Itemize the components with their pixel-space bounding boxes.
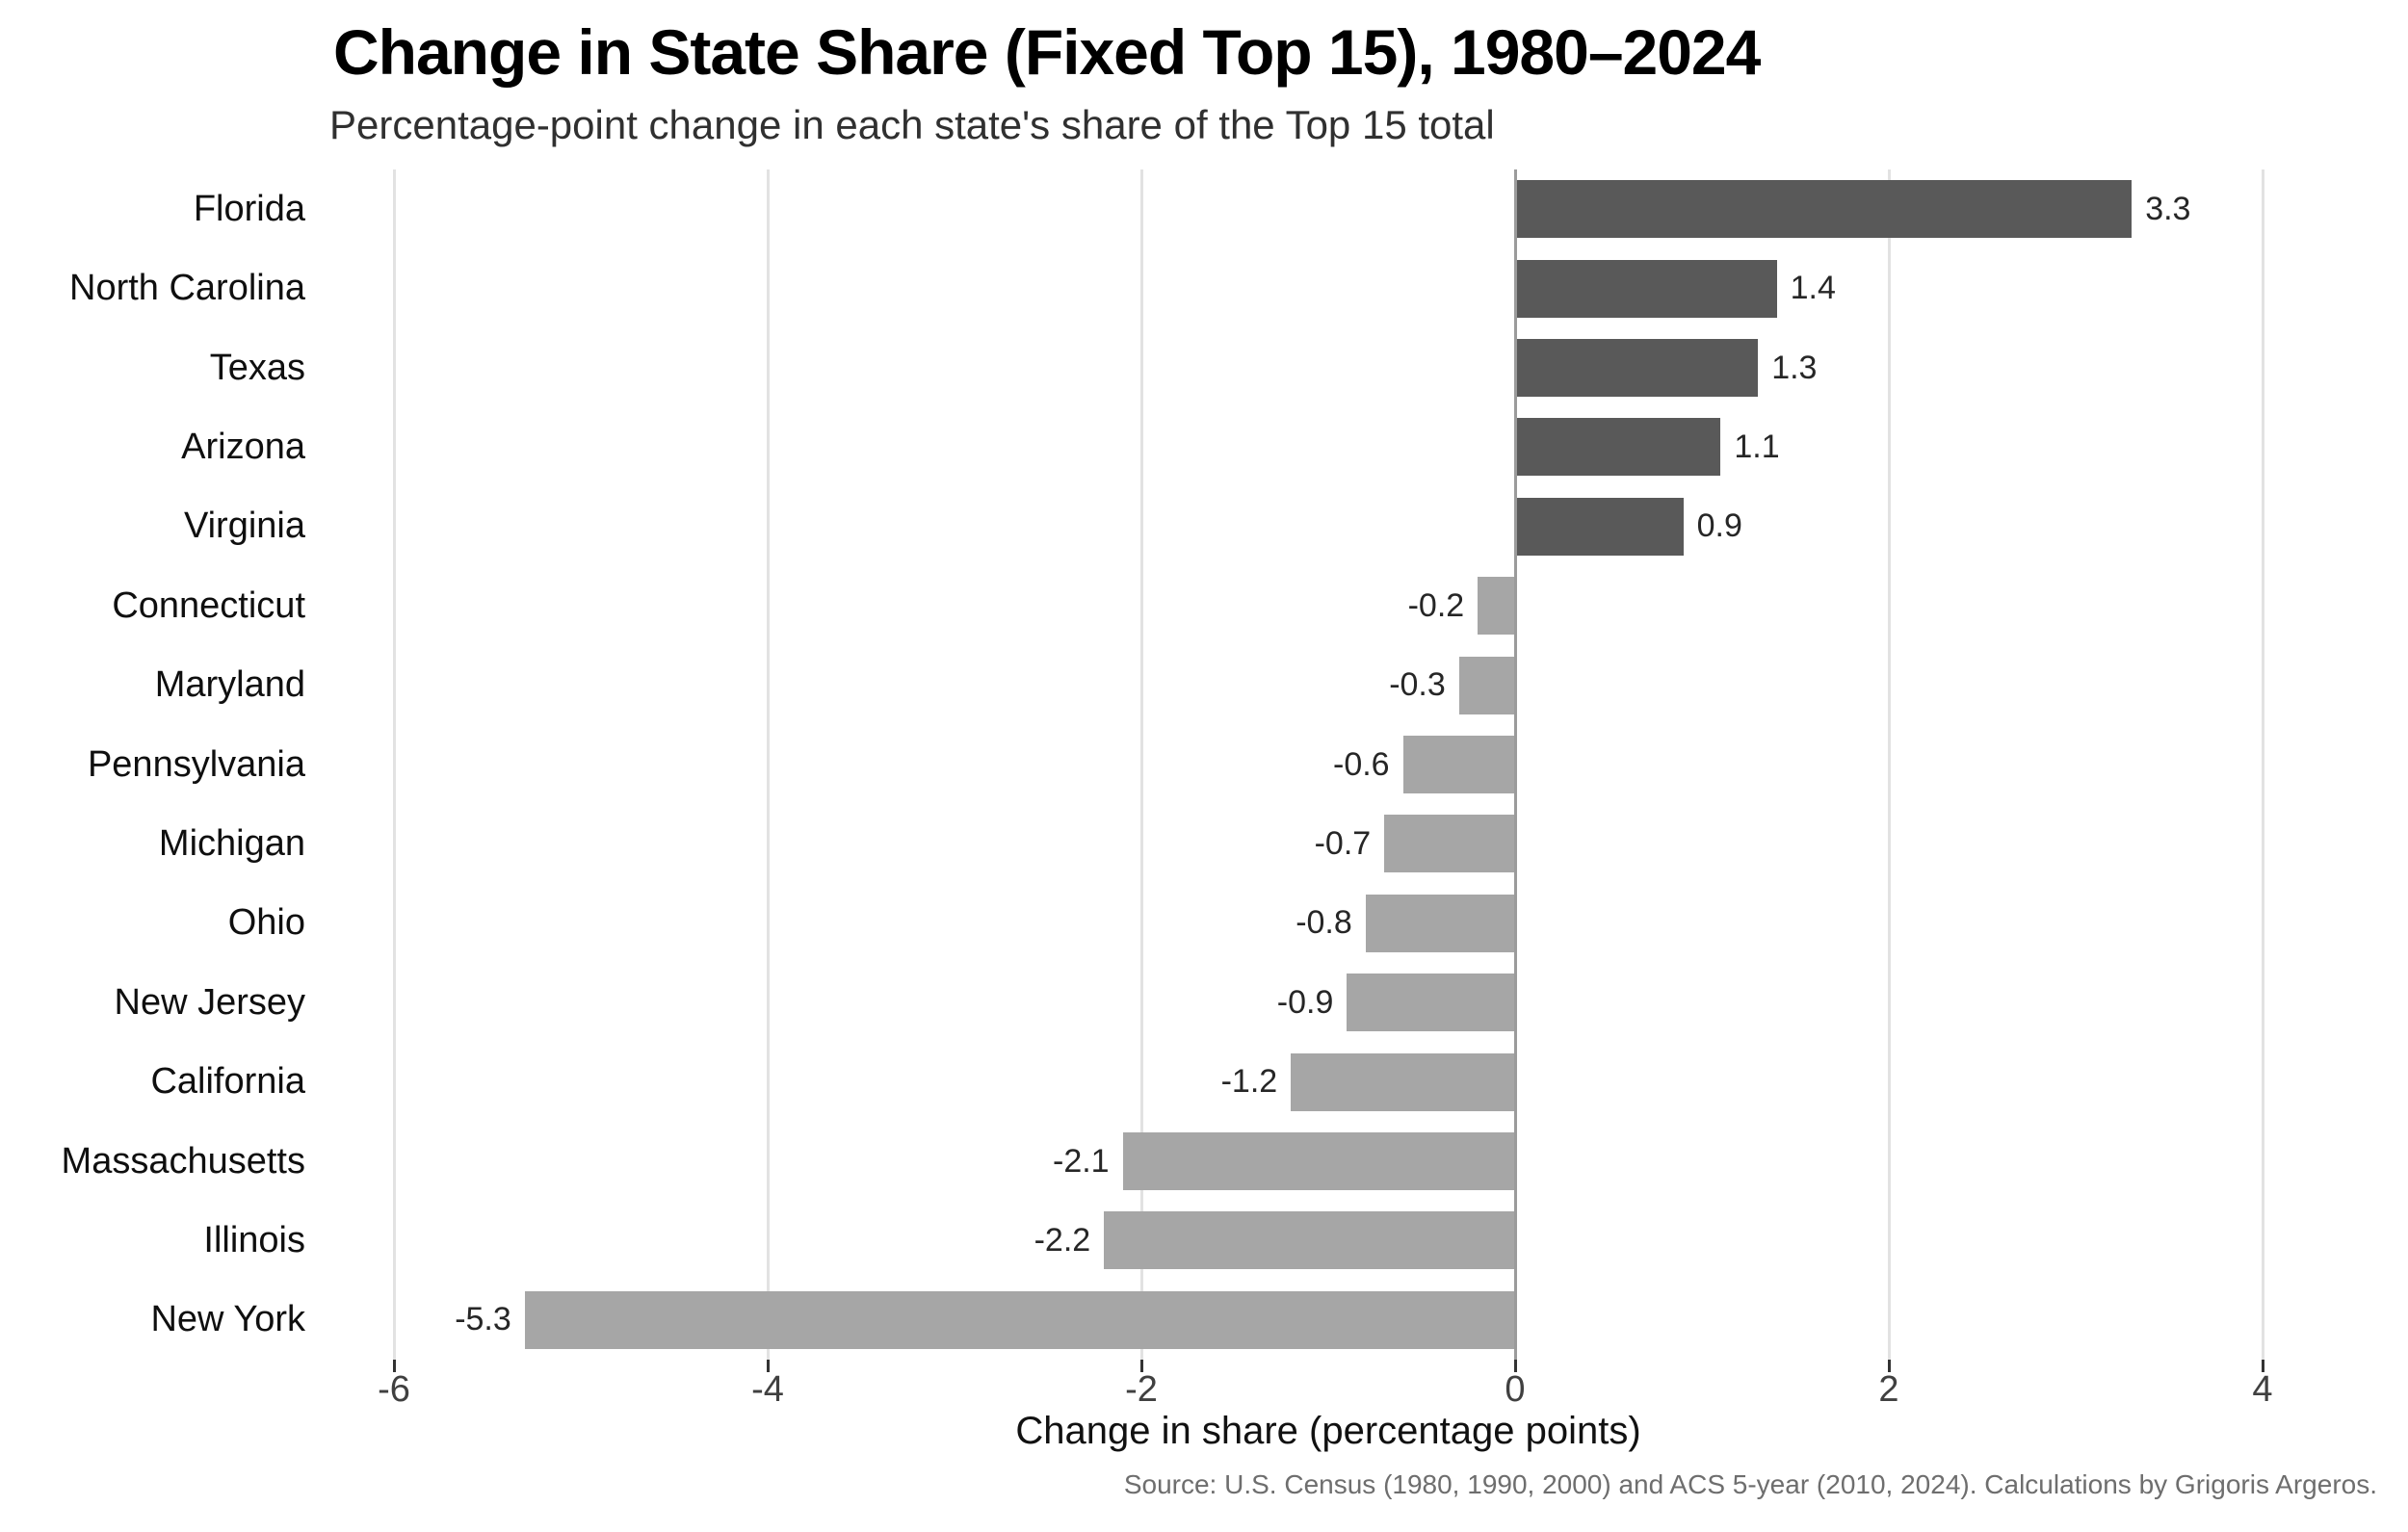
bar-value-label: -1.2 [1220, 1063, 1278, 1101]
bar-virginia [1515, 497, 1684, 556]
bar-north-carolina [1515, 259, 1777, 318]
gridline-x--6 [392, 169, 396, 1360]
source-note: Source: U.S. Census (1980, 1990, 2000) a… [1123, 1469, 2377, 1499]
x-tick-mark--2 [1139, 1360, 1143, 1372]
x-tick-mark-2 [1887, 1360, 1891, 1372]
bar-value-label: 1.4 [1790, 270, 1836, 307]
plot-area: 3.3 1.4 1.3 1.1 0.9 -0.2 -0.3 -0.6 -0.7 -0.8 -0.9 -… [0, 169, 2408, 1360]
x-tick-mark-4 [2261, 1360, 2264, 1372]
bar-value-label: -0.8 [1296, 904, 1352, 942]
bar-value-label: -0.6 [1333, 745, 1390, 783]
bar-florida [1515, 180, 2133, 239]
bar-california [1291, 1052, 1515, 1111]
bar-ohio [1365, 894, 1515, 952]
chart-title: Change in State Share (Fixed Top 15), 19… [333, 16, 1761, 88]
category-label-texas: Texas [209, 347, 305, 388]
category-label-illinois: Illinois [203, 1219, 305, 1260]
x-tick-label--6: -6 [378, 1369, 410, 1410]
category-label-maryland: Maryland [154, 664, 305, 706]
bar-value-label: 1.1 [1734, 428, 1780, 465]
chart-subtitle: Percentage-point change in each state's … [329, 102, 1495, 147]
gridline-x-2 [1887, 169, 1891, 1360]
bar-value-label: -2.1 [1053, 1142, 1110, 1180]
bar-arizona [1515, 418, 1721, 477]
bar-value-label: -0.7 [1314, 824, 1372, 862]
bar-massachusetts [1122, 1132, 1515, 1190]
bar-value-label: -5.3 [455, 1301, 511, 1338]
bar-value-label: 0.9 [1696, 507, 1742, 545]
category-label-ohio: Ohio [227, 902, 305, 944]
category-label-new-jersey: New Jersey [114, 981, 306, 1023]
bar-texas [1515, 339, 1759, 397]
category-label-florida: Florida [193, 188, 305, 229]
category-label-michigan: Michigan [158, 822, 305, 864]
bar-connecticut [1478, 577, 1515, 636]
x-tick-mark--6 [392, 1360, 396, 1372]
bar-value-label: -0.2 [1407, 586, 1465, 624]
x-axis-title: Change in share (percentage points) [1015, 1410, 1641, 1452]
bar-new-york [524, 1290, 1515, 1349]
category-label-california: California [150, 1061, 305, 1103]
zero-axis-line [1513, 169, 1517, 1360]
category-label-north-carolina: North Carolina [69, 268, 305, 309]
category-label-virginia: Virginia [183, 506, 305, 547]
gridline-x-4 [2261, 169, 2264, 1360]
category-label-arizona: Arizona [181, 426, 305, 467]
bar-value-label: -0.3 [1389, 666, 1446, 704]
bar-illinois [1104, 1211, 1515, 1270]
bar-value-label: 1.3 [1771, 349, 1818, 386]
gridline-x--2 [1139, 169, 1143, 1360]
x-tick-label-2: 2 [1878, 1369, 1899, 1410]
category-label-new-york: New York [150, 1299, 305, 1340]
bar-pennsylvania [1402, 736, 1515, 793]
bar-maryland [1458, 656, 1515, 714]
category-label-massachusetts: Massachusetts [61, 1140, 305, 1181]
x-tick-mark-0 [1513, 1360, 1517, 1372]
bar-value-label: -2.2 [1034, 1221, 1091, 1259]
gridline-x--4 [766, 169, 770, 1360]
x-tick-label--4: -4 [751, 1369, 784, 1410]
category-label-connecticut: Connecticut [112, 584, 305, 626]
y-axis-category-labels: Florida North Carolina Texas Arizona Virgini… [0, 169, 305, 1360]
x-tick-label-0: 0 [1505, 1369, 1526, 1410]
x-tick-label-4: 4 [2252, 1369, 2273, 1410]
bar-value-label: -0.9 [1276, 983, 1334, 1021]
x-tick-mark--4 [766, 1360, 770, 1372]
category-label-pennsylvania: Pennsylvania [87, 743, 305, 785]
x-tick-label--2: -2 [1125, 1369, 1158, 1410]
bar-new-jersey [1347, 974, 1515, 1032]
bar-michigan [1384, 815, 1515, 873]
bar-value-label: 3.3 [2145, 190, 2191, 227]
